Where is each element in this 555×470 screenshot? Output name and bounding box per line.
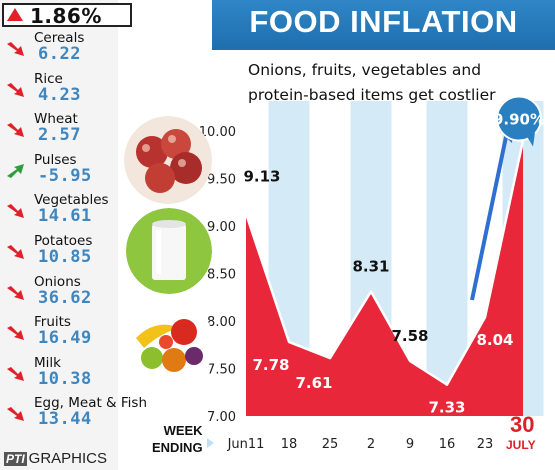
data-label: 8.04 — [476, 331, 513, 349]
up-arrow-icon — [7, 82, 24, 97]
category-sidebar — [0, 0, 118, 470]
x-tick-label: 9 — [406, 437, 414, 452]
inflation-area — [246, 140, 523, 416]
x-tick-label: 25 — [322, 437, 339, 452]
data-label: 8.31 — [352, 258, 389, 276]
up-arrow-icon — [7, 42, 24, 56]
x-tick-label: 16 — [439, 437, 456, 452]
chart-title: FOOD INFLATION — [249, 4, 518, 39]
down-arrow-icon — [7, 163, 24, 178]
category-item: Fruits 16.49 — [0, 314, 160, 354]
credit-text: GRAPHICS — [28, 450, 108, 467]
up-arrow-icon — [7, 407, 24, 422]
up-arrow-icon — [7, 326, 24, 341]
category-name: Onions — [34, 273, 81, 290]
category-name: Vegetables — [34, 192, 109, 209]
up-arrow-icon — [7, 123, 24, 138]
category-value: 10.85 — [38, 247, 92, 267]
category-value: 36.62 — [38, 287, 92, 308]
category-value: 4.23 — [38, 84, 81, 105]
data-label: 7.61 — [295, 374, 332, 392]
category-name: Potatoes — [34, 233, 93, 249]
category-value: 16.49 — [38, 328, 92, 349]
category-name: Pulses — [34, 151, 77, 168]
y-tick-label: 7.00 — [207, 410, 236, 425]
up-arrow-icon — [7, 285, 24, 300]
up-arrow-icon — [7, 366, 24, 381]
category-item: Cereals 6.22 — [0, 30, 160, 70]
y-tick-label: 10.00 — [199, 125, 236, 140]
category-name: Milk — [34, 354, 61, 371]
title-banner: FOOD INFLATION — [212, 0, 555, 50]
category-value: 6.22 — [38, 44, 81, 64]
data-label: 7.58 — [391, 327, 428, 345]
category-item: Wheat 2.57 — [0, 111, 160, 151]
bubble-pointer — [527, 132, 535, 147]
y-tick-label: 7.50 — [207, 363, 236, 378]
pti-graphics-credit: PTI GRAPHICS — [4, 450, 107, 467]
pti-logo: PTI — [4, 452, 27, 466]
category-value: 14.61 — [38, 206, 92, 227]
category-item: Milk 10.38 — [0, 355, 160, 395]
x-tick-label: 23 — [477, 437, 494, 452]
onions-photo — [124, 116, 212, 204]
up-triangle-icon — [7, 8, 23, 21]
category-value: -5.95 — [38, 165, 92, 186]
y-tick-label: 8.50 — [207, 268, 236, 283]
data-label: 7.33 — [428, 399, 465, 417]
week-ending-line-1: WEEK — [163, 423, 203, 438]
headline-inflation-box: 1.86% — [2, 3, 132, 27]
chart-subtitle: Onions, fruits, vegetables and protein-b… — [248, 58, 548, 108]
fruits-photo — [122, 298, 214, 390]
data-label: 7.78 — [252, 356, 289, 374]
subtitle-line-1: Onions, fruits, vegetables and — [248, 61, 482, 79]
category-value: 13.44 — [38, 409, 92, 430]
up-arrow-icon — [7, 204, 24, 219]
category-name: Rice — [34, 70, 63, 87]
up-arrow-icon — [7, 245, 24, 259]
category-item: Onions 36.62 — [0, 274, 160, 314]
axis-pointer-icon — [207, 438, 214, 448]
week-ending-line-2: ENDING — [152, 440, 203, 455]
x-tick-label: Jun11 — [227, 437, 265, 452]
category-value: 2.57 — [38, 125, 81, 146]
x-tick-label: 2 — [367, 437, 375, 452]
category-item: Potatoes 10.85 — [0, 233, 160, 273]
x-tick-label: 18 — [281, 437, 298, 452]
end-date-month: JULY — [506, 438, 536, 452]
week-ending-label: WEEK ENDING — [152, 422, 203, 456]
category-name: Cereals — [34, 30, 85, 46]
y-tick-label: 9.00 — [207, 220, 236, 235]
trend-arrow-line — [470, 131, 509, 301]
category-item: Rice 4.23 — [0, 71, 160, 111]
headline-inflation-value: 1.86% — [30, 4, 102, 28]
y-tick-label: 9.50 — [207, 173, 236, 188]
category-name: Wheat — [34, 111, 78, 128]
end-date-day: 30 — [510, 412, 535, 437]
data-label: 9.13 — [243, 168, 280, 186]
category-item: Egg, Meat & Fish 13.44 — [0, 395, 160, 435]
category-name: Egg, Meat & Fish — [34, 395, 148, 412]
subtitle-line-2: protein-based items get costlier — [248, 86, 496, 104]
y-tick-label: 8.00 — [207, 315, 236, 330]
inflation-line — [244, 140, 525, 386]
category-item: Vegetables 14.61 — [0, 192, 160, 232]
milk-photo — [126, 208, 212, 294]
latest-value-label: 9.90% — [493, 111, 545, 129]
category-name: Fruits — [34, 314, 71, 331]
category-item: Pulses -5.95 — [0, 152, 160, 192]
category-value: 10.38 — [38, 368, 92, 389]
latest-value-bubble — [496, 95, 542, 142]
